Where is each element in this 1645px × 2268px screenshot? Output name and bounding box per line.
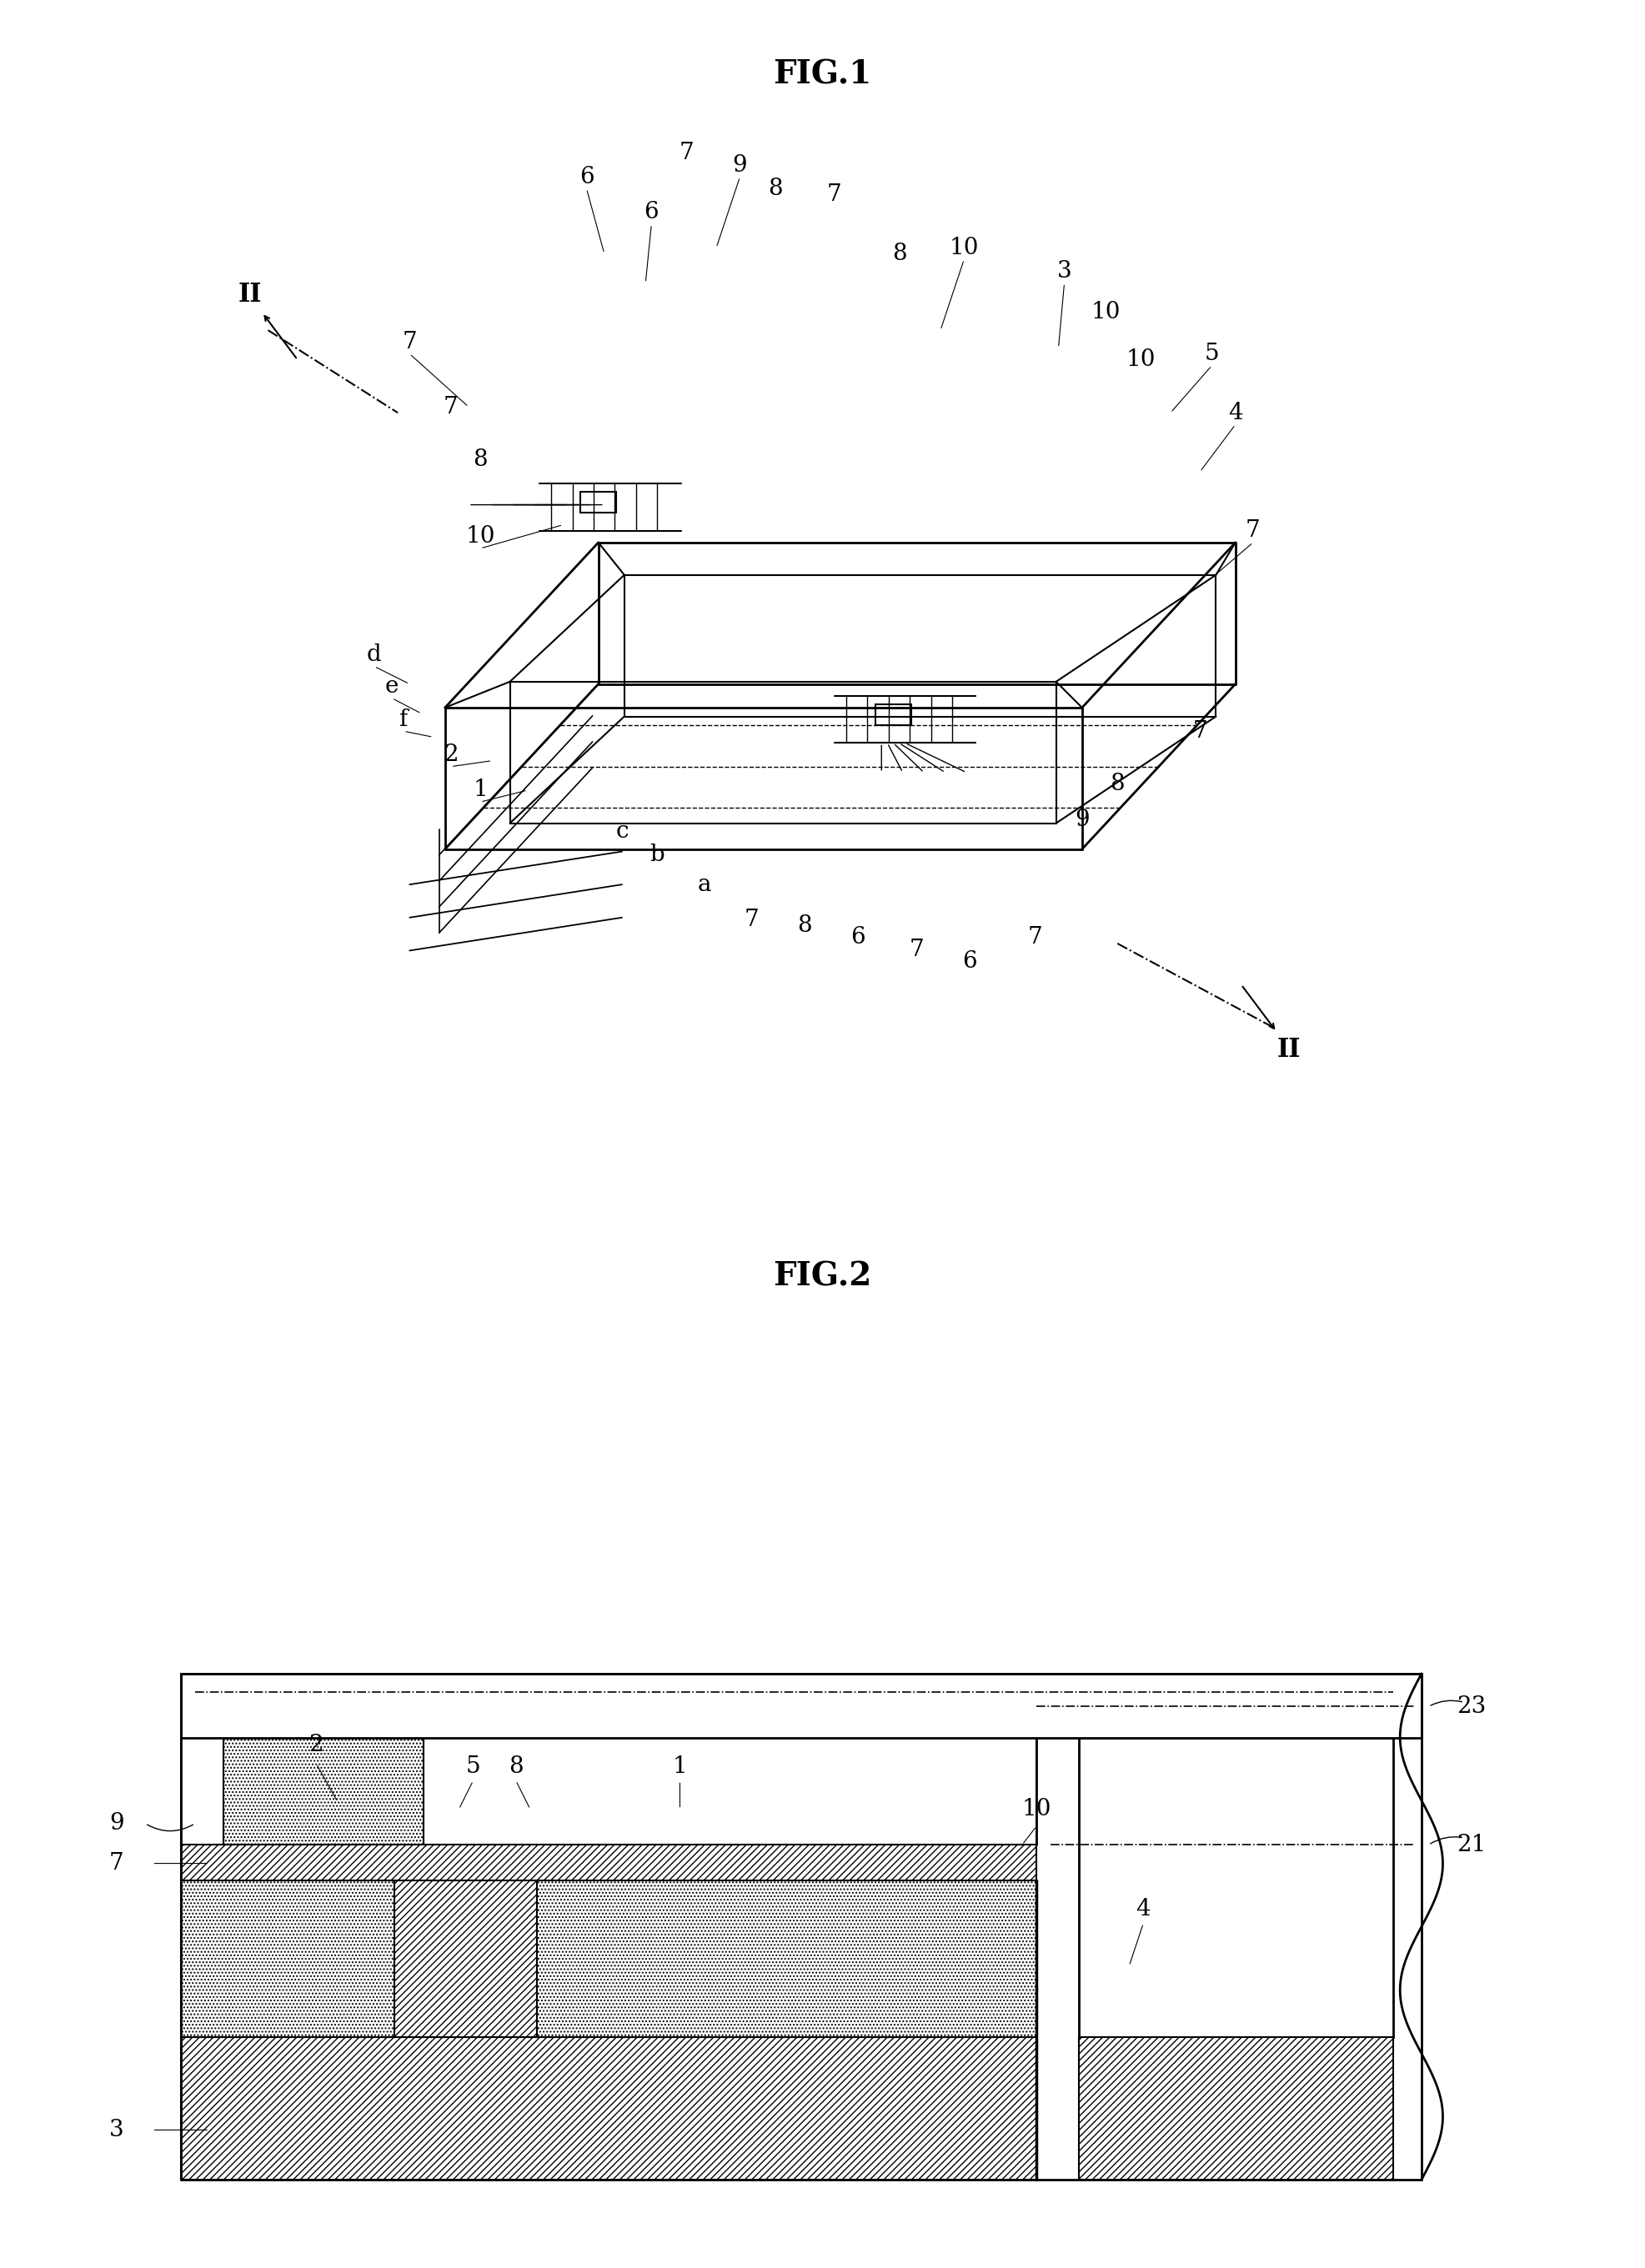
- Text: 1: 1: [474, 778, 489, 801]
- Text: 10: 10: [1127, 349, 1156, 372]
- Text: b: b: [650, 844, 665, 866]
- Text: 5: 5: [1204, 342, 1219, 365]
- Bar: [1079, 1737, 1393, 2037]
- Text: 3: 3: [1058, 261, 1071, 284]
- Text: 3: 3: [109, 2118, 123, 2141]
- Text: 8: 8: [474, 449, 487, 472]
- Text: 4: 4: [1137, 1898, 1152, 1921]
- Bar: [395, 1880, 538, 2037]
- Text: 7: 7: [1028, 925, 1043, 948]
- Text: 2: 2: [309, 1733, 324, 1755]
- Text: 7: 7: [910, 939, 924, 962]
- Text: 23: 23: [1456, 1694, 1485, 1717]
- Text: 21: 21: [1456, 1833, 1485, 1855]
- Text: 7: 7: [744, 909, 758, 932]
- Text: 9: 9: [109, 1812, 123, 1835]
- Text: II: II: [239, 281, 262, 308]
- Text: f: f: [400, 708, 408, 730]
- Bar: [1079, 2037, 1393, 2180]
- Bar: [224, 1737, 423, 1844]
- Text: 7: 7: [444, 395, 459, 417]
- Text: c: c: [615, 821, 628, 844]
- Text: e: e: [385, 676, 398, 699]
- Text: 7: 7: [679, 143, 694, 166]
- Text: 5: 5: [466, 1755, 480, 1778]
- Text: FIG.2: FIG.2: [773, 1261, 872, 1293]
- Text: 8: 8: [508, 1755, 523, 1778]
- Text: a: a: [697, 873, 711, 896]
- Bar: [581, 492, 617, 513]
- Bar: [423, 1737, 1036, 1844]
- Bar: [181, 1880, 395, 2037]
- Text: 8: 8: [1110, 773, 1125, 796]
- Text: 7: 7: [109, 1853, 123, 1876]
- Bar: [181, 2037, 1036, 2180]
- Text: II: II: [1277, 1036, 1300, 1061]
- Bar: [875, 703, 911, 726]
- Text: 8: 8: [798, 914, 813, 937]
- Text: 4: 4: [1229, 401, 1242, 424]
- Text: 2: 2: [444, 744, 459, 767]
- Text: 10: 10: [949, 236, 979, 259]
- Text: 6: 6: [962, 950, 977, 973]
- Text: 10: 10: [1091, 302, 1120, 324]
- Text: 9: 9: [732, 154, 747, 177]
- Bar: [181, 1844, 1036, 1880]
- Text: 10: 10: [466, 526, 495, 549]
- Text: d: d: [367, 644, 382, 667]
- Bar: [181, 1737, 224, 1844]
- Text: FIG.1: FIG.1: [773, 59, 872, 91]
- Text: 8: 8: [892, 243, 906, 265]
- Text: 6: 6: [850, 925, 865, 948]
- Bar: [181, 1674, 1421, 1737]
- Text: 8: 8: [768, 177, 783, 200]
- Text: 6: 6: [579, 166, 594, 188]
- Text: 6: 6: [645, 202, 658, 225]
- Text: 7: 7: [1245, 519, 1260, 542]
- Text: 7: 7: [1193, 719, 1207, 742]
- Text: 7: 7: [827, 184, 842, 206]
- Text: 1: 1: [673, 1755, 688, 1778]
- Text: 9: 9: [1074, 807, 1089, 830]
- Text: 7: 7: [403, 331, 416, 354]
- Bar: [538, 1880, 1036, 2037]
- Text: 10: 10: [1022, 1799, 1051, 1821]
